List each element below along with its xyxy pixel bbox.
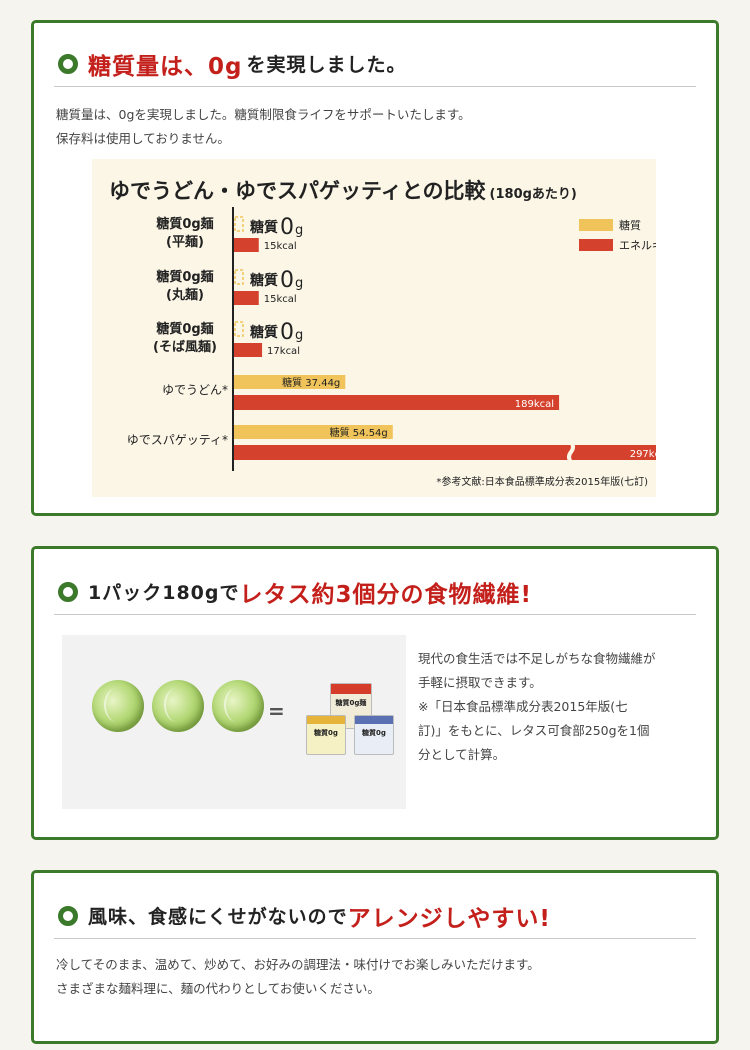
lettuce-comparison-image: = 糖質0g麺 糖質0g 糖質0g xyxy=(62,635,406,809)
heading-text: を実現しました。 xyxy=(246,54,407,76)
chart-bar-sugar xyxy=(234,425,393,439)
lettuce-icon xyxy=(152,680,204,732)
chart-category-label: ゆでスパゲッティ* xyxy=(127,433,228,447)
sugar-info-card: 糖質量は、0g を実現しました。 糖質量は、0gを実現しました。糖質制限食ライフ… xyxy=(31,20,719,516)
chart-bar-sugar xyxy=(234,375,346,389)
bullet-ring-icon xyxy=(58,581,78,602)
chart-bar-label-sugar: 糖質 xyxy=(250,324,278,341)
section-description: 糖質量は、0gを実現しました。糖質制限食ライフをサポートいたします。 保存料は使… xyxy=(56,103,696,151)
chart-category-label: 糖質0g麺 xyxy=(156,321,213,337)
heading-highlight: アレンジしやすい! xyxy=(347,905,551,932)
chart-bar-label-energy: 17kcal xyxy=(267,346,300,357)
chart-bar-label-sugar: 糖質 xyxy=(250,272,278,289)
chart-category-label: (そば風麺) xyxy=(153,339,217,355)
chart-bar-sugar xyxy=(234,269,244,285)
chart-bar-label-sugar-unit: g xyxy=(295,223,303,238)
fiber-info-card: 1パック180gで レタス約3個分の食物繊維! = 糖質0g麺 糖質0g 糖質0… xyxy=(31,546,719,840)
chart-category-label: ゆでうどん* xyxy=(162,383,228,397)
description-line: 分として計算。 xyxy=(418,747,506,762)
chart-bar-label-energy: 189kcal xyxy=(515,399,554,410)
lettuce-icon xyxy=(212,680,264,732)
legend-label-energy: エネルギー xyxy=(619,239,656,252)
chart-bar-label-sugar-unit: g xyxy=(295,328,303,343)
chart-bar-sugar xyxy=(234,321,244,337)
chart-bar-label-sugar-value: 0 xyxy=(280,320,294,345)
arrange-info-card: 風味、食感にくせがないので アレンジしやすい! 冷してそのまま、温めて、炒めて、… xyxy=(31,870,719,1044)
description-line: ※「日本食品標準成分表2015年版(七 xyxy=(418,699,628,714)
chart-bar-label-sugar: 糖質 54.54g xyxy=(330,426,388,439)
section-description: 冷してそのまま、温めて、炒めて、お好みの調理法・味付けでお楽しみいただけます。 … xyxy=(56,953,706,1001)
chart-bar-energy xyxy=(234,291,259,305)
chart-bar-label-sugar: 糖質 37.44g xyxy=(282,376,340,389)
chart-bar-sugar xyxy=(234,216,244,232)
description-line: 手軽に摂取できます。 xyxy=(418,675,542,690)
legend-swatch-energy xyxy=(579,239,613,251)
heading-highlight: 糖質量は、0g xyxy=(88,53,243,80)
heading-highlight: レタス約3個分の食物繊維! xyxy=(239,581,532,608)
chart-bar-label-sugar-unit: g xyxy=(295,276,303,291)
section-heading: 糖質量は、0g を実現しました。 xyxy=(54,41,696,87)
chart-canvas: 糖質エネルギー糖質0g麺(平麺)糖質0g15kcal糖質0g麺(丸麺)糖質0g1… xyxy=(127,207,656,471)
product-package-icon: 糖質0g xyxy=(354,715,394,755)
legend-label-sugar: 糖質 xyxy=(619,218,641,232)
chart-bar-energy xyxy=(234,238,259,252)
chart-category-label: 糖質0g麺 xyxy=(156,269,213,285)
chart-bar-label-energy: 15kcal xyxy=(264,294,297,305)
section-heading: 風味、食感にくせがないので アレンジしやすい! xyxy=(54,893,696,939)
chart-bar-label-sugar: 糖質 xyxy=(250,219,278,236)
heading-text: 風味、食感にくせがないので xyxy=(88,906,348,928)
chart-bar-label-energy: 297kcal xyxy=(630,449,656,460)
chart-category-label: (丸麺) xyxy=(166,287,204,303)
lettuce-icon xyxy=(92,680,144,732)
description-line: 冷してそのまま、温めて、炒めて、お好みの調理法・味付けでお楽しみいただけます。 xyxy=(56,957,540,972)
legend-swatch-sugar xyxy=(579,219,613,231)
bullet-ring-icon xyxy=(58,905,78,926)
chart-bar-label-sugar-value: 0 xyxy=(280,215,294,240)
section-heading: 1パック180gで レタス約3個分の食物繊維! xyxy=(54,569,696,615)
chart-category-label: (平麺) xyxy=(166,234,204,250)
description-line: さまざまな麺料理に、麺の代わりとしてお使いください。 xyxy=(56,981,380,996)
description-line: 糖質量は、0gを実現しました。糖質制限食ライフをサポートいたします。 xyxy=(56,107,471,122)
chart-bar-label-sugar-value: 0 xyxy=(280,268,294,293)
chart-bar-energy xyxy=(234,343,263,357)
chart-category-label: 糖質0g麺 xyxy=(156,216,213,232)
equals-icon: = xyxy=(268,699,285,723)
fiber-description: 現代の食生活では不足しがちな食物繊維が 手軽に摂取できます。 ※「日本食品標準成… xyxy=(418,647,708,767)
product-package-icon: 糖質0g xyxy=(306,715,346,755)
chart-bar-energy xyxy=(234,395,560,410)
chart-bar-energy xyxy=(234,445,656,460)
chart-source-note: *参考文献:日本食品標準成分表2015年版(七訂) xyxy=(436,477,648,488)
chart-subtitle: (180gあたり) xyxy=(489,187,577,202)
description-line: 訂)」をもとに、レタス可食部250gを1個 xyxy=(418,723,650,738)
comparison-chart: ゆでうどん・ゆでスパゲッティとの比較(180gあたり) 糖質エネルギー糖質0g麺… xyxy=(92,159,656,497)
description-line: 現代の食生活では不足しがちな食物繊維が xyxy=(418,651,656,666)
heading-text: 1パック180gで xyxy=(88,582,240,604)
description-line: 保存料は使用しておりません。 xyxy=(56,131,230,146)
chart-axis-break-icon xyxy=(567,440,575,464)
bullet-ring-icon xyxy=(58,53,78,74)
chart-bar-label-energy: 15kcal xyxy=(264,241,297,252)
chart-title: ゆでうどん・ゆでスパゲッティとの比較 (180gあたり) xyxy=(109,179,577,203)
